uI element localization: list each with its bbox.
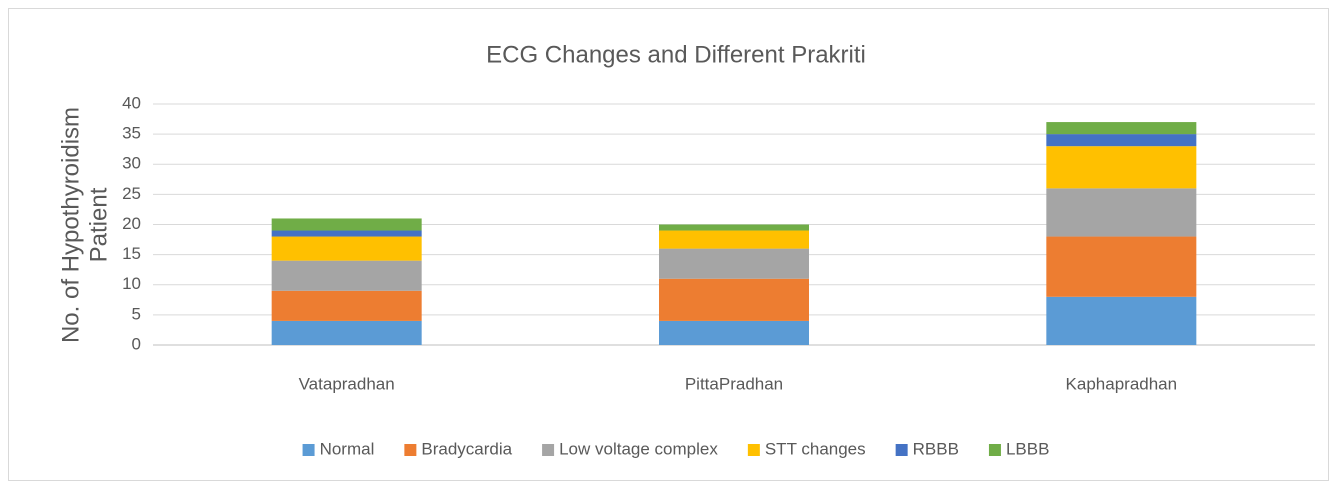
bar-segment — [659, 278, 809, 321]
bar-segment — [271, 320, 422, 345]
y-axis-label: No. of Hypothyroidism — [57, 107, 84, 343]
legend-swatch — [747, 444, 760, 456]
y-tick-label: 30 — [122, 154, 141, 173]
legend-swatch — [302, 444, 315, 456]
bar-segment — [1046, 134, 1197, 147]
y-tick-label: 15 — [122, 244, 141, 263]
bar-segment — [659, 230, 809, 249]
y-tick-label: 40 — [122, 93, 141, 112]
legend-swatch — [988, 444, 1001, 456]
bar-segment — [1046, 146, 1197, 189]
bar-segment — [271, 218, 422, 231]
y-tick-label: 10 — [122, 274, 141, 293]
legend-swatch — [542, 444, 555, 456]
legend-label: LBBB — [1006, 439, 1049, 458]
chart-title: ECG Changes and Different Prakriti — [486, 41, 866, 68]
x-tick-label: Vatapradhan — [299, 374, 395, 393]
legend-swatch — [895, 444, 908, 456]
legend-label: RBBB — [913, 439, 959, 458]
bar-segment — [1046, 122, 1197, 135]
bar-segment — [659, 224, 809, 231]
bar-segment — [1046, 188, 1197, 237]
bar-segment — [1046, 236, 1197, 297]
legend-label: STT changes — [765, 439, 866, 458]
y-axis-label: Patient — [85, 187, 112, 262]
bar-segment — [271, 260, 422, 291]
x-tick-label: PittaPradhan — [685, 374, 783, 393]
y-tick-label: 0 — [132, 334, 141, 353]
bar-segment — [271, 236, 422, 261]
bar-segment — [271, 230, 422, 237]
legend-label: Normal — [320, 439, 375, 458]
bar-segment — [271, 290, 422, 321]
legend-swatch — [404, 444, 417, 456]
y-tick-label: 5 — [132, 304, 141, 323]
y-tick-label: 20 — [122, 214, 141, 233]
legend-label: Low voltage complex — [559, 439, 718, 458]
bar-segment — [659, 320, 809, 345]
bar-segment — [1046, 296, 1197, 345]
y-tick-label: 25 — [122, 184, 141, 203]
legend-label: Bradycardia — [421, 439, 512, 458]
x-tick-label: Kaphapradhan — [1066, 374, 1178, 393]
bar-segment — [659, 248, 809, 279]
y-tick-label: 35 — [122, 124, 141, 143]
